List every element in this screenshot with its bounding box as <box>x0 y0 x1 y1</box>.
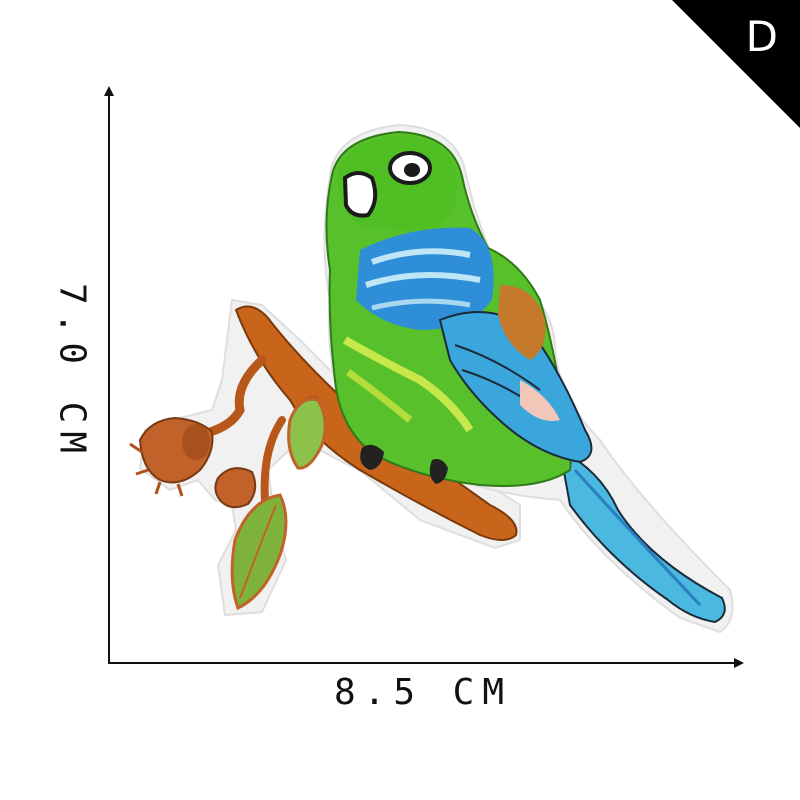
parrot-feet <box>360 444 448 484</box>
width-axis-arrow <box>734 658 744 668</box>
width-dimension-label: 8.5 CM <box>333 672 513 713</box>
parrot-head <box>337 136 458 230</box>
flower-buds <box>129 416 257 509</box>
parrot-tail <box>558 448 726 624</box>
height-axis-line <box>108 92 110 664</box>
leaves <box>230 397 327 611</box>
height-axis-arrow <box>104 86 114 96</box>
width-axis-line <box>108 662 740 664</box>
corner-badge <box>672 0 800 128</box>
parrot-wing <box>438 285 593 464</box>
parrot-beak <box>342 171 378 218</box>
corner-badge-letter: D <box>745 12 778 61</box>
